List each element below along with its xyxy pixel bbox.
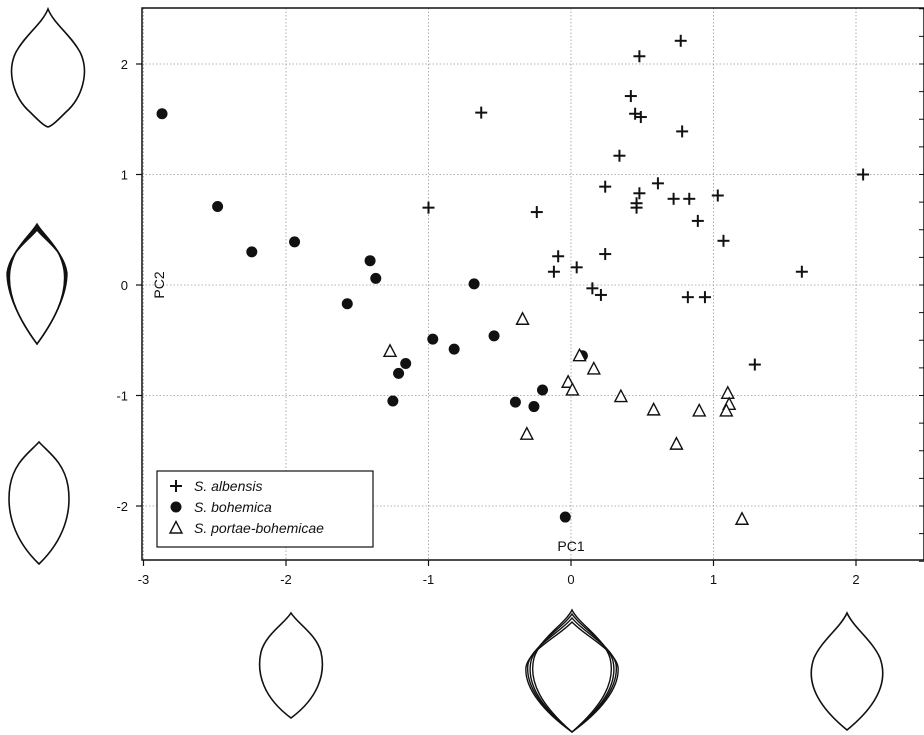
leaf-outline-bottom-middle — [525, 608, 619, 733]
point-s-portae-bohemicae — [719, 402, 734, 417]
x-tick-label: 0 — [567, 572, 574, 587]
legend-label-s-bohemica: S. bohemica — [194, 499, 272, 515]
point-s-portae-bohemicae — [560, 374, 576, 388]
x-tick-label: -2 — [280, 572, 292, 587]
point-s-portae-bohemicae — [692, 402, 707, 417]
legend: S. albensis S. bohemica S. portae-bohemica… — [156, 470, 374, 548]
x-tick-label: 1 — [710, 572, 717, 587]
point-s-portae-bohemicae — [519, 426, 534, 440]
point-s-portae-bohemicae — [382, 343, 398, 357]
point-s-albensis — [691, 214, 704, 227]
point-s-bohemica — [393, 367, 405, 379]
y-tick-label: -2 — [116, 499, 128, 514]
legend-marker-s-portae-bohemicae — [168, 519, 184, 534]
point-s-albensis — [422, 201, 435, 214]
point-s-bohemica — [559, 511, 571, 523]
point-s-bohemica — [488, 330, 500, 342]
point-s-albensis — [599, 180, 612, 193]
point-s-albensis — [857, 168, 870, 181]
x-tick-label: -3 — [138, 572, 150, 587]
point-s-bohemica — [468, 278, 480, 290]
plot-frame — [141, 7, 924, 561]
point-s-albensis — [651, 177, 664, 190]
x-tick-label: -1 — [423, 572, 435, 587]
point-s-albensis — [717, 234, 730, 247]
point-s-bohemica — [212, 201, 224, 213]
point-s-albensis — [630, 201, 643, 214]
point-s-bohemica — [537, 384, 548, 396]
point-s-albensis — [681, 291, 694, 304]
point-s-bohemica — [364, 255, 376, 267]
y-axis-label: PC2 — [151, 271, 167, 298]
point-s-bohemica — [427, 333, 439, 345]
point-s-portae-bohemicae — [565, 381, 580, 396]
legend-marker-s-albensis — [170, 480, 182, 492]
leaf-outline-left-bottom — [8, 440, 70, 566]
point-s-albensis — [547, 265, 560, 278]
leaf-outline-left-top — [10, 6, 86, 128]
point-s-bohemica — [509, 396, 521, 408]
point-s-bohemica — [341, 298, 353, 310]
y-tick-label: 2 — [121, 57, 128, 72]
legend-marker-s-bohemica — [170, 501, 182, 513]
point-s-albensis — [634, 111, 647, 124]
point-s-portae-bohemicae — [669, 436, 684, 450]
point-s-albensis — [676, 125, 689, 138]
legend-box — [156, 470, 374, 548]
y-tick-label: -1 — [116, 389, 128, 404]
point-s-bohemica — [156, 108, 168, 120]
point-s-bohemica — [448, 343, 460, 355]
legend-label-s-albensis: S. albensis — [194, 478, 262, 494]
plot-area: -3 -2 -1 0 1 2 -2 -1 0 1 2 PC1 PC2 S. albensis S. b… — [116, 7, 924, 587]
point-s-bohemica — [528, 401, 540, 413]
point-s-albensis — [683, 192, 696, 205]
point-s-albensis — [475, 106, 488, 119]
point-s-albensis — [633, 50, 646, 63]
point-s-albensis — [586, 282, 599, 295]
point-s-portae-bohemicae — [720, 385, 735, 399]
point-s-albensis — [599, 248, 612, 261]
data-points — [156, 34, 870, 525]
point-s-albensis — [667, 192, 680, 205]
point-s-albensis — [674, 34, 687, 47]
leaf-outline-left-middle — [6, 222, 68, 346]
point-s-bohemica — [370, 272, 382, 284]
point-s-albensis — [570, 261, 583, 274]
leaf-outline-bottom-right — [810, 611, 884, 732]
point-s-albensis — [552, 250, 565, 263]
y-tick-label: 1 — [121, 168, 128, 183]
point-s-albensis — [698, 291, 711, 304]
point-s-bohemica — [289, 236, 301, 248]
point-s-bohemica — [400, 357, 412, 369]
point-s-portae-bohemicae — [613, 388, 629, 403]
point-s-albensis — [711, 189, 724, 202]
point-s-albensis — [624, 90, 637, 103]
point-s-portae-bohemicae — [734, 511, 750, 525]
point-s-albensis — [594, 288, 607, 301]
point-s-bohemica — [387, 395, 399, 407]
point-s-portae-bohemicae — [586, 360, 601, 375]
point-s-portae-bohemicae — [572, 347, 587, 362]
x-axis-label: PC1 — [557, 538, 584, 554]
y-tick-label: 0 — [121, 278, 128, 293]
axis-ticks: -3 -2 -1 0 1 2 -2 -1 0 1 2 — [116, 8, 924, 587]
x-tick-label: 2 — [852, 572, 859, 587]
point-s-portae-bohemicae — [515, 311, 530, 325]
leaf-outline-bottom-left — [258, 611, 324, 719]
legend-label-s-portae-bohemicae: S. portae-bohemicae — [194, 520, 324, 536]
point-s-albensis — [748, 358, 761, 371]
point-s-albensis — [530, 206, 543, 219]
point-s-albensis — [633, 187, 646, 200]
point-s-bohemica — [246, 246, 258, 258]
point-s-albensis — [795, 265, 808, 278]
point-s-albensis — [613, 149, 626, 162]
point-s-portae-bohemicae — [646, 401, 661, 416]
